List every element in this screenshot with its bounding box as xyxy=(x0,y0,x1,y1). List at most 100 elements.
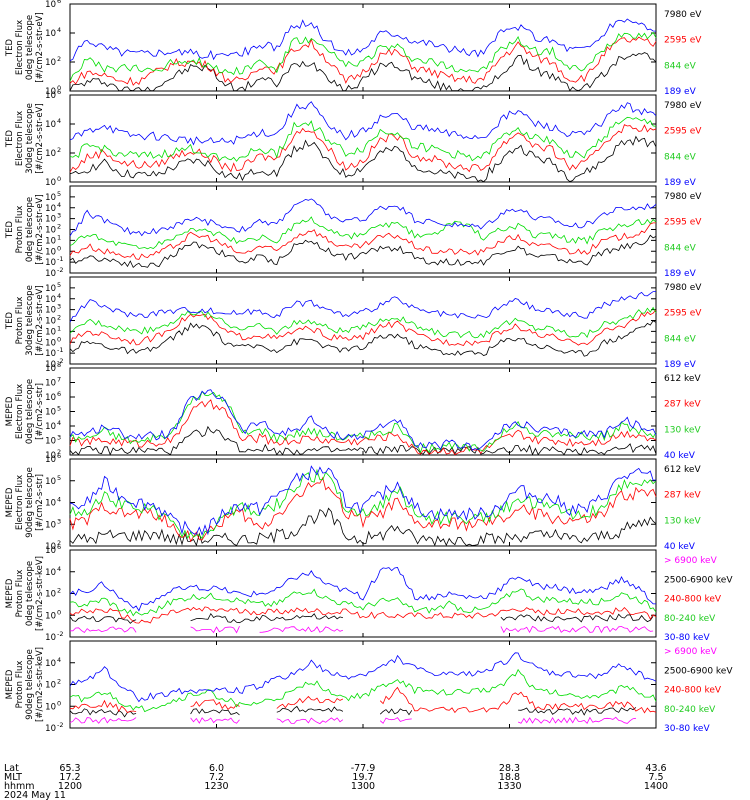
y-tick-label: 10 xyxy=(45,681,56,691)
y-tick-label: 10 xyxy=(45,702,56,712)
y-tick-label: 10 xyxy=(45,393,56,403)
y-tick-exponent: 4 xyxy=(57,565,61,573)
y-tick-exponent: 5 xyxy=(57,474,61,482)
legend-label: 30-80 keV xyxy=(664,724,710,734)
legend-label: 130 keV xyxy=(664,425,701,435)
y-tick-label: 10 xyxy=(45,327,56,337)
y-tick-exponent: 2 xyxy=(57,539,61,547)
y-axis-label: Electron Flux xyxy=(15,475,25,530)
legend-label: 80-240 keV xyxy=(664,614,716,624)
series-line xyxy=(69,216,657,250)
y-axis-label: [#/cm2-s-str-eV] xyxy=(35,12,45,82)
legend-label: 189 eV xyxy=(664,178,697,188)
series-line xyxy=(69,309,657,346)
panel-frame xyxy=(69,276,657,365)
y-tick-exponent: 2 xyxy=(57,223,61,231)
y-tick-exponent: 5 xyxy=(57,405,61,413)
y-tick-label: 10 xyxy=(45,226,56,236)
y-axis-label: [#/cm2-s-str-keV] xyxy=(35,556,45,631)
footer-label-hhmm: hhmm xyxy=(4,781,35,792)
footer-tick-mlt: 17.2 xyxy=(59,772,80,783)
y-tick-label: 10 xyxy=(45,542,56,552)
legend-label: 844 eV xyxy=(664,334,697,344)
y-axis-label: MEPED xyxy=(5,487,15,517)
legend-label: 189 eV xyxy=(664,87,697,97)
y-axis-label: 0deg telescope xyxy=(25,379,35,444)
y-tick-exponent: 2 xyxy=(57,587,61,595)
y-tick-label: 10 xyxy=(45,258,56,268)
legend-label: 40 keV xyxy=(664,451,696,461)
y-tick-label: 10 xyxy=(45,149,56,159)
y-tick-label: 10 xyxy=(45,408,56,418)
y-tick-exponent: 4 xyxy=(57,201,61,209)
y-axis-label: Electron Flux xyxy=(15,111,25,166)
series-line xyxy=(69,36,657,86)
y-tick-label: 10 xyxy=(45,178,56,188)
legend-label: 80-240 keV xyxy=(664,705,716,715)
y-axis-label: [#/cm2-s-str-eV] xyxy=(35,285,45,355)
y-axis-label: TED xyxy=(5,129,15,148)
series-line xyxy=(69,389,657,451)
series-line xyxy=(69,716,636,725)
series-line xyxy=(69,31,657,82)
y-axis-label: MEPED xyxy=(5,578,15,608)
legend-label: 844 eV xyxy=(664,61,697,71)
y-axis-label: TED xyxy=(5,220,15,239)
y-tick-label: 10 xyxy=(45,193,56,203)
y-axis-label: 30deg telescope xyxy=(25,285,35,356)
series-line xyxy=(69,390,657,454)
series-line xyxy=(69,306,657,339)
y-tick-exponent: -2 xyxy=(57,721,63,729)
y-tick-exponent: -1 xyxy=(57,255,63,263)
footer-tick-lat: 6.0 xyxy=(209,763,224,774)
y-tick-label: 10 xyxy=(45,269,56,279)
y-tick-label: 10 xyxy=(45,215,56,225)
series-line xyxy=(69,507,657,547)
y-axis-label: [#/cm2-s-str-eV] xyxy=(35,103,45,173)
series-line xyxy=(69,124,657,173)
y-tick-label: 10 xyxy=(45,349,56,359)
y-tick-exponent: 4 xyxy=(57,117,61,125)
y-tick-label: 10 xyxy=(45,590,56,600)
y-tick-label: 10 xyxy=(45,546,56,556)
series-line xyxy=(69,198,657,237)
footer-tick-hhmm: 1400 xyxy=(644,781,668,792)
y-axis-label: TED xyxy=(5,311,15,330)
series-line xyxy=(69,686,657,714)
y-tick-exponent: 0 xyxy=(57,84,61,92)
y-tick-label: 10 xyxy=(45,338,56,348)
y-axis-label: MEPED xyxy=(5,396,15,426)
y-tick-exponent: 0 xyxy=(57,699,61,707)
y-axis-label: [#/cm2-s-str-keV] xyxy=(35,647,45,722)
panel-frame xyxy=(69,640,657,729)
legend-label: 2500-6900 keV xyxy=(664,575,733,585)
y-tick-label: 10 xyxy=(45,0,56,10)
y-tick-exponent: 1 xyxy=(57,324,61,332)
y-tick-label: 10 xyxy=(45,451,56,461)
y-tick-exponent: 3 xyxy=(57,434,61,442)
y-tick-exponent: 3 xyxy=(57,212,61,220)
series-line xyxy=(69,588,657,617)
legend-label: 130 keV xyxy=(664,516,701,526)
y-axis-label: Electron Flux xyxy=(15,20,25,75)
panel-frame xyxy=(69,549,657,638)
legend-label: 2595 eV xyxy=(664,36,702,46)
y-tick-label: 10 xyxy=(45,437,56,447)
y-axis-label: 90deg telescope xyxy=(25,649,35,720)
series-line xyxy=(69,567,657,612)
series-line xyxy=(69,116,657,162)
series-line xyxy=(69,425,657,456)
y-tick-exponent: 0 xyxy=(57,335,61,343)
y-axis-label: 90deg telescope xyxy=(25,467,35,538)
footer-tick-hhmm: 1230 xyxy=(204,781,228,792)
y-axis-label: Proton Flux xyxy=(15,206,25,254)
legend-label: 2500-6900 keV xyxy=(664,666,733,676)
series-line xyxy=(69,135,657,183)
legend-label: 612 keV xyxy=(664,374,701,384)
series-line xyxy=(69,705,637,718)
legend-label: 189 eV xyxy=(664,269,697,279)
footer-tick-lat: 65.3 xyxy=(59,763,80,774)
